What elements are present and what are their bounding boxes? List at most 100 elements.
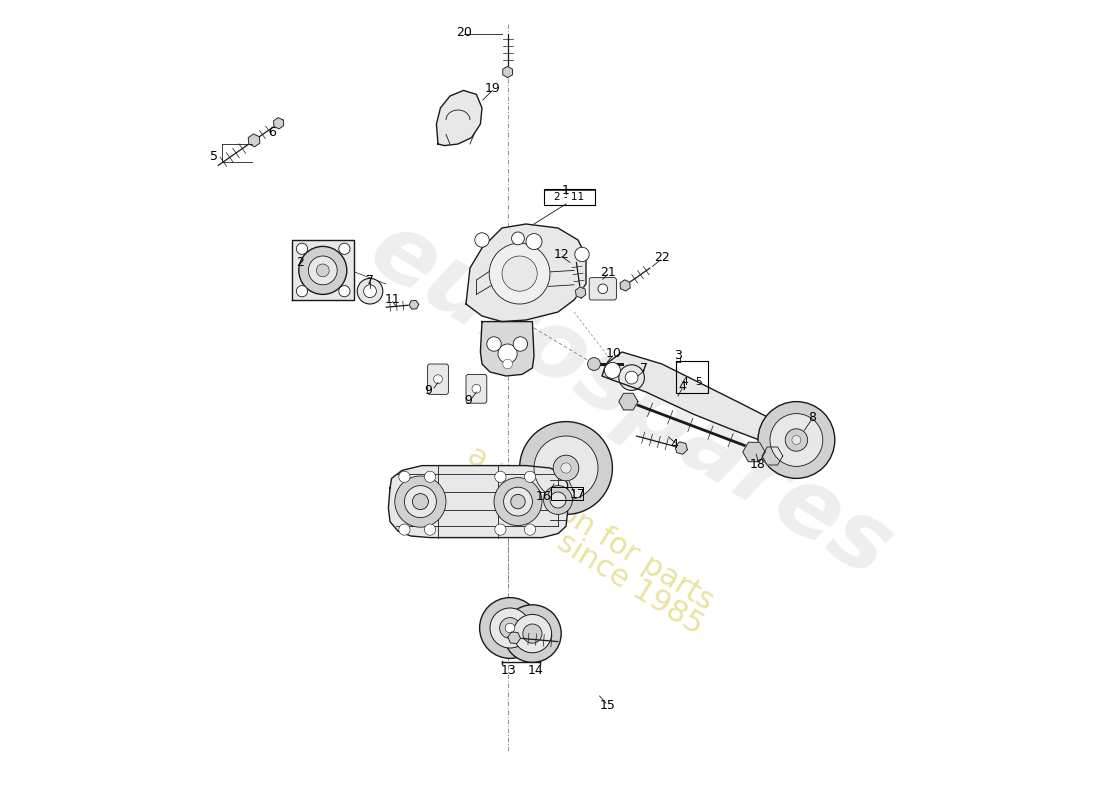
Circle shape (296, 286, 308, 297)
Circle shape (604, 362, 620, 378)
Circle shape (598, 284, 607, 294)
Circle shape (525, 524, 536, 535)
Circle shape (625, 371, 638, 384)
Circle shape (498, 344, 517, 363)
Circle shape (405, 486, 437, 518)
Circle shape (495, 524, 506, 535)
Polygon shape (762, 447, 783, 465)
Text: 7: 7 (366, 274, 374, 286)
Polygon shape (293, 240, 354, 300)
Circle shape (776, 429, 792, 445)
Text: 10: 10 (606, 347, 621, 360)
Polygon shape (481, 322, 534, 376)
Text: 19: 19 (484, 82, 500, 94)
Polygon shape (388, 466, 568, 538)
Circle shape (308, 256, 338, 285)
Circle shape (495, 471, 506, 482)
Circle shape (512, 232, 525, 245)
Circle shape (339, 286, 350, 297)
FancyBboxPatch shape (466, 374, 487, 403)
Text: 14: 14 (528, 664, 543, 677)
Circle shape (561, 463, 571, 473)
Polygon shape (466, 224, 586, 322)
Circle shape (758, 402, 835, 478)
Circle shape (770, 414, 823, 466)
Circle shape (785, 429, 807, 451)
Circle shape (525, 471, 536, 482)
Polygon shape (742, 442, 766, 462)
Circle shape (575, 247, 590, 262)
Text: 11: 11 (385, 293, 400, 306)
Circle shape (514, 337, 528, 351)
Text: 15: 15 (600, 699, 616, 712)
Text: 13: 13 (500, 664, 516, 677)
Text: 4: 4 (681, 378, 688, 387)
Circle shape (395, 476, 446, 527)
Circle shape (472, 385, 481, 393)
Circle shape (364, 285, 376, 298)
Circle shape (475, 233, 490, 247)
Circle shape (412, 494, 428, 510)
Text: 4: 4 (678, 380, 686, 393)
Polygon shape (675, 442, 688, 454)
Circle shape (792, 435, 801, 445)
Circle shape (399, 471, 410, 482)
Polygon shape (508, 632, 520, 643)
FancyBboxPatch shape (590, 278, 616, 300)
Text: 8: 8 (808, 411, 816, 424)
Circle shape (505, 623, 515, 633)
Text: 1: 1 (562, 184, 570, 197)
Circle shape (494, 478, 542, 526)
Polygon shape (620, 280, 630, 291)
Text: 4: 4 (671, 438, 679, 451)
Text: 12: 12 (554, 248, 570, 261)
Polygon shape (619, 394, 638, 410)
Text: 6: 6 (267, 126, 275, 138)
FancyBboxPatch shape (428, 364, 449, 394)
Circle shape (514, 614, 551, 653)
Circle shape (299, 246, 346, 294)
Circle shape (490, 608, 530, 648)
Circle shape (499, 618, 520, 638)
Circle shape (339, 243, 350, 254)
Polygon shape (503, 66, 513, 78)
Text: 2 - 11: 2 - 11 (554, 192, 584, 202)
Circle shape (619, 365, 645, 390)
Polygon shape (575, 287, 586, 298)
Polygon shape (437, 90, 482, 146)
Text: 7: 7 (640, 362, 648, 374)
Polygon shape (274, 118, 284, 129)
Circle shape (550, 492, 566, 508)
Text: 3: 3 (674, 350, 682, 362)
Polygon shape (602, 352, 790, 444)
Circle shape (522, 624, 542, 643)
Circle shape (534, 436, 598, 500)
Circle shape (425, 524, 436, 535)
Text: since 1985: since 1985 (552, 527, 708, 641)
Circle shape (587, 358, 601, 370)
Circle shape (358, 278, 383, 304)
Circle shape (490, 243, 550, 304)
Circle shape (425, 471, 436, 482)
Circle shape (487, 337, 502, 351)
Circle shape (503, 359, 513, 369)
Circle shape (317, 264, 329, 277)
Text: 5: 5 (695, 378, 702, 387)
Polygon shape (409, 301, 419, 309)
Circle shape (433, 374, 442, 383)
Text: 20: 20 (456, 26, 472, 38)
Text: a passion for parts: a passion for parts (462, 440, 718, 616)
Circle shape (504, 605, 561, 662)
Circle shape (504, 487, 532, 516)
Text: eurospares: eurospares (352, 202, 907, 598)
Circle shape (296, 243, 308, 254)
Circle shape (510, 494, 525, 509)
Circle shape (480, 598, 540, 658)
Circle shape (399, 524, 410, 535)
Text: 9: 9 (425, 384, 432, 397)
Circle shape (502, 256, 537, 291)
Text: 5: 5 (210, 150, 218, 162)
Text: 18: 18 (750, 458, 766, 470)
Polygon shape (249, 134, 260, 146)
Circle shape (543, 486, 572, 514)
